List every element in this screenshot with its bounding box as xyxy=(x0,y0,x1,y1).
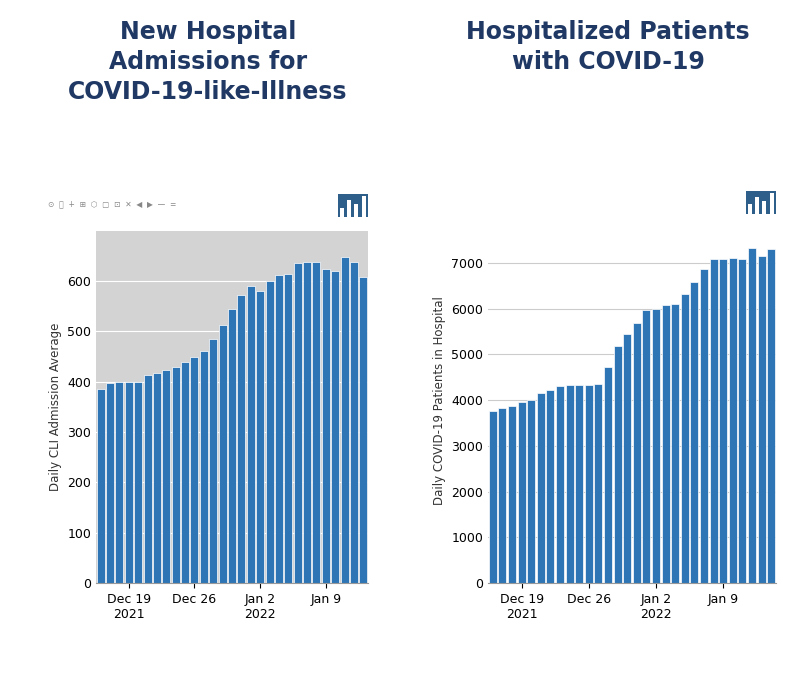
Bar xyxy=(162,370,170,583)
Bar xyxy=(190,357,198,583)
Bar xyxy=(218,325,226,583)
Text: Hospitalized Patients
with COVID-19: Hospitalized Patients with COVID-19 xyxy=(466,20,750,74)
Bar xyxy=(537,393,545,583)
Bar xyxy=(313,262,320,583)
Bar xyxy=(767,249,775,583)
Bar xyxy=(359,277,367,583)
Bar xyxy=(748,204,752,214)
Bar xyxy=(489,411,497,583)
Bar xyxy=(341,257,349,583)
Bar xyxy=(97,389,105,583)
Bar xyxy=(134,382,142,583)
Bar xyxy=(518,402,526,583)
Bar xyxy=(662,305,670,583)
Bar xyxy=(755,197,759,214)
Bar xyxy=(604,367,612,583)
Bar xyxy=(719,259,727,583)
Text: ⊙  🔍  +  ⊞  ⬡  ▢  ⊡  ✕  ◀  ▶  —  =: ⊙ 🔍 + ⊞ ⬡ ▢ ⊡ ✕ ◀ ▶ — = xyxy=(48,199,176,208)
Bar xyxy=(331,271,339,583)
Bar xyxy=(758,256,766,583)
Bar xyxy=(710,259,718,583)
Bar xyxy=(594,384,602,583)
Bar xyxy=(284,273,292,583)
Bar xyxy=(575,384,583,583)
Bar xyxy=(508,406,516,583)
Bar xyxy=(172,367,180,583)
Bar xyxy=(738,259,746,583)
Bar xyxy=(246,286,254,583)
Bar xyxy=(527,400,535,583)
Bar xyxy=(322,269,330,583)
Bar xyxy=(762,201,766,214)
Bar xyxy=(303,262,311,583)
Bar xyxy=(350,262,358,583)
Bar xyxy=(671,304,679,583)
Y-axis label: Daily CLI Admission Average: Daily CLI Admission Average xyxy=(49,323,62,491)
Bar xyxy=(294,264,302,583)
Bar xyxy=(614,346,622,583)
Bar xyxy=(340,207,344,217)
Y-axis label: Daily COVID-19 Patients in Hospital: Daily COVID-19 Patients in Hospital xyxy=(433,296,446,504)
Bar xyxy=(181,361,189,583)
Bar xyxy=(690,282,698,583)
Bar xyxy=(210,339,218,583)
Text: New Hospital
Admissions for
COVID-19-like-Illness: New Hospital Admissions for COVID-19-lik… xyxy=(68,20,348,104)
Bar xyxy=(623,334,631,583)
Bar xyxy=(106,383,114,583)
Bar xyxy=(153,373,161,583)
Bar xyxy=(256,291,264,583)
Bar xyxy=(144,375,151,583)
Bar xyxy=(585,386,593,583)
Bar xyxy=(228,308,236,583)
Bar xyxy=(347,200,351,217)
Bar xyxy=(546,390,554,583)
Bar xyxy=(275,275,283,583)
Bar xyxy=(556,386,564,583)
Bar xyxy=(652,308,660,583)
Bar xyxy=(266,281,274,583)
Bar xyxy=(681,294,689,583)
Bar xyxy=(642,310,650,583)
Bar xyxy=(633,323,641,583)
Bar xyxy=(729,258,737,583)
Bar xyxy=(362,196,366,217)
Bar xyxy=(566,384,574,583)
Bar xyxy=(748,248,756,583)
Bar xyxy=(770,193,774,214)
Bar xyxy=(700,269,708,583)
Bar xyxy=(200,351,208,583)
Bar xyxy=(354,205,358,217)
Bar xyxy=(238,295,246,583)
Bar xyxy=(125,382,133,583)
Bar xyxy=(115,382,123,583)
Bar xyxy=(498,408,506,583)
